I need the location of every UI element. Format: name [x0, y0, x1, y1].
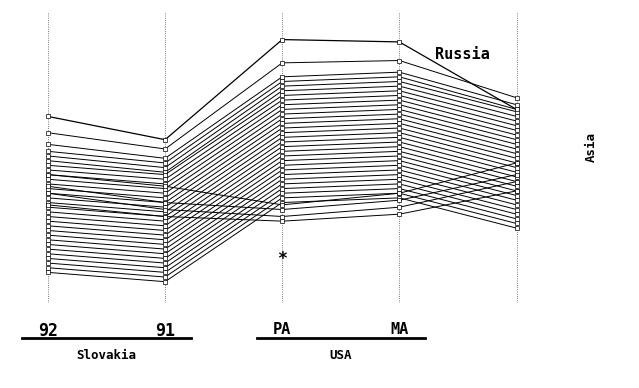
Text: MA: MA	[390, 322, 408, 337]
Text: 91: 91	[155, 322, 175, 340]
Text: PA: PA	[273, 322, 291, 337]
Text: Slovakia: Slovakia	[77, 349, 137, 362]
Text: Asia: Asia	[585, 132, 597, 163]
Text: *: *	[277, 250, 287, 268]
Text: USA: USA	[330, 349, 352, 362]
Text: Russia: Russia	[435, 47, 489, 62]
Text: 92: 92	[38, 322, 58, 340]
